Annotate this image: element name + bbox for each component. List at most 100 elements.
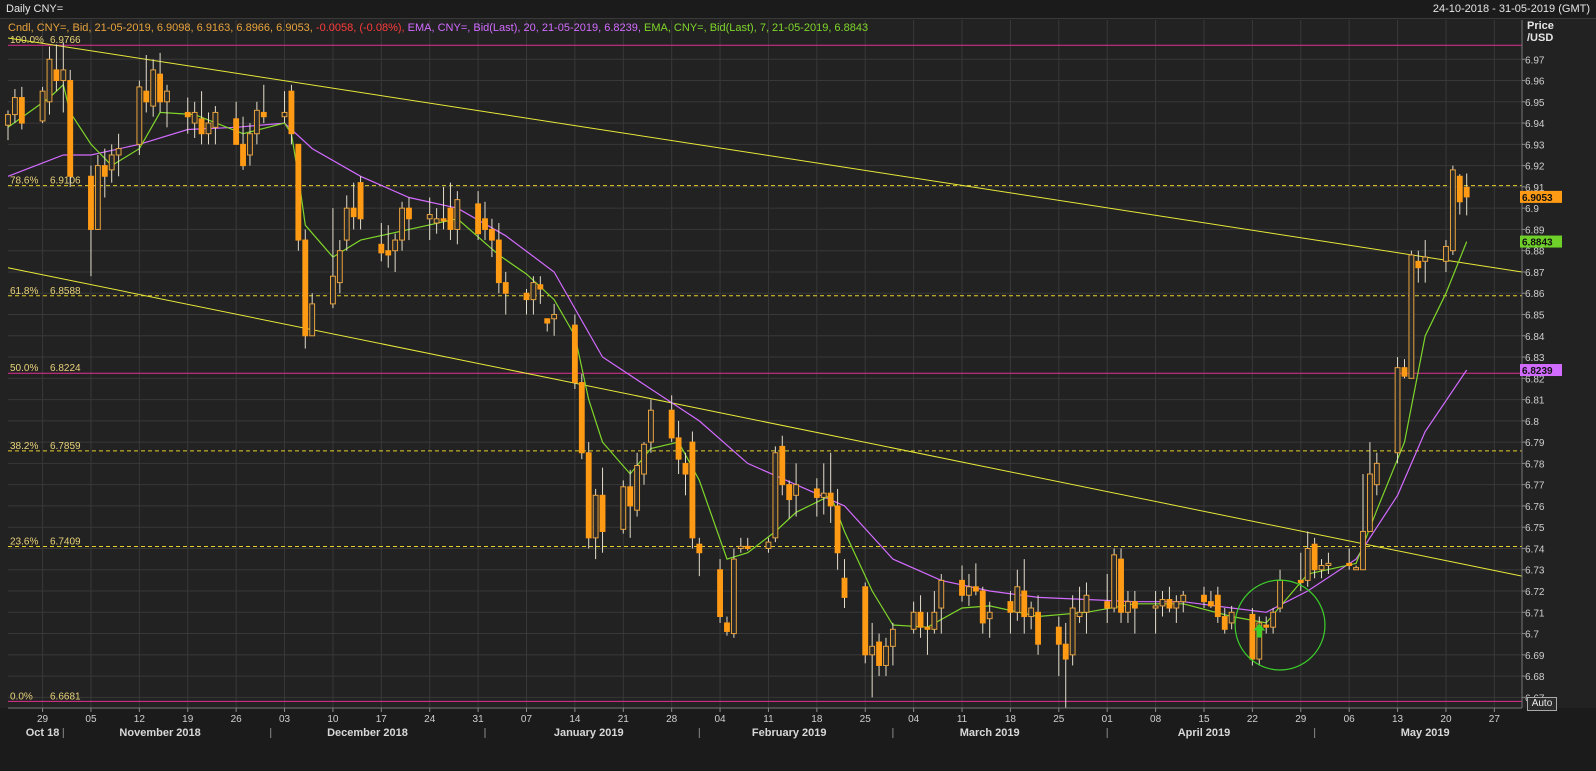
candle-body	[820, 492, 827, 498]
candle	[1076, 586, 1083, 623]
auto-scale-button[interactable]: Auto	[1527, 697, 1557, 711]
trendline-upper-channel	[7, 37, 1523, 273]
candle	[1449, 165, 1456, 255]
candle	[876, 633, 882, 677]
candle	[889, 622, 896, 666]
candle	[1152, 591, 1159, 634]
candle-body	[357, 182, 364, 220]
candle	[1263, 616, 1270, 634]
candle-body	[108, 154, 115, 171]
candle-body	[551, 314, 558, 320]
candle	[634, 452, 641, 517]
candle-body	[399, 207, 405, 241]
price-tick-label: 6.74	[1525, 544, 1545, 555]
candle-body	[440, 218, 447, 222]
candle	[108, 144, 115, 183]
price-tick-label: 6.76	[1525, 502, 1545, 513]
candle-body	[1249, 613, 1256, 660]
candle-body	[986, 611, 993, 620]
candle-body	[972, 586, 979, 592]
time-tick-label: 06	[1344, 714, 1356, 725]
candle-body	[544, 318, 551, 324]
candle	[537, 276, 544, 304]
candle	[986, 601, 993, 638]
candle-body	[813, 488, 820, 498]
candle-body	[281, 111, 288, 118]
candle	[1055, 616, 1062, 677]
candle-body	[938, 579, 945, 609]
candle	[883, 637, 889, 677]
candle	[917, 595, 924, 638]
candle-body	[827, 492, 834, 507]
candle	[5, 110, 11, 141]
candle-body	[46, 58, 53, 103]
time-tick-label: 12	[134, 714, 146, 725]
candle	[18, 86, 25, 130]
candle	[744, 537, 751, 551]
candle	[1125, 591, 1131, 623]
price-tick-label: 6.85	[1525, 311, 1545, 322]
candle	[67, 69, 74, 187]
up-arrow-icon	[1253, 623, 1266, 638]
candle-body	[433, 218, 440, 224]
candle-body	[530, 282, 537, 301]
candle	[1173, 595, 1180, 623]
candle	[330, 208, 336, 309]
candle	[1207, 591, 1214, 609]
candle	[433, 208, 440, 234]
candle	[482, 201, 488, 241]
candle-body	[330, 275, 336, 305]
candle	[1131, 591, 1138, 634]
month-label: May 2019	[1401, 727, 1450, 739]
price-tag-label: 6.8239	[1522, 366, 1553, 377]
candle	[779, 435, 786, 496]
price-tick-label: 6.83	[1525, 353, 1545, 364]
candle	[350, 182, 357, 230]
candle	[1111, 548, 1118, 613]
ema20-line	[7, 122, 1468, 613]
candle	[530, 276, 537, 315]
candle-body	[198, 118, 205, 135]
ema7-line	[7, 83, 1468, 628]
candle	[143, 55, 150, 113]
candle	[599, 467, 606, 553]
candle-body	[1422, 256, 1429, 262]
price-tick-label: 6.8	[1525, 417, 1539, 428]
candle-body	[495, 239, 502, 284]
candle	[820, 463, 827, 515]
candle	[440, 186, 447, 230]
price-tick-label: 6.77	[1525, 481, 1545, 492]
candle-body	[288, 90, 295, 135]
candle-body	[11, 97, 18, 116]
candle-body	[841, 577, 848, 598]
candle	[1325, 552, 1332, 574]
candle	[1104, 574, 1111, 623]
candle	[260, 84, 267, 124]
candle	[1118, 548, 1124, 623]
candle-body	[1014, 586, 1021, 613]
candle	[1180, 591, 1187, 613]
candle-body	[143, 90, 150, 103]
candle-body	[883, 645, 889, 666]
candle-body	[454, 199, 461, 230]
candle-body	[627, 486, 634, 507]
time-tick-label: 28	[666, 714, 678, 725]
time-tick-label: 18	[811, 714, 823, 725]
candle-body	[1152, 605, 1159, 609]
legend-ema7: EMA, CNY=, Bid(Last), 7, 21-05-2019, 6.8…	[643, 22, 869, 34]
candle-body	[295, 143, 302, 241]
candle-body	[889, 628, 896, 647]
candle	[959, 565, 965, 602]
candle	[737, 537, 744, 553]
candle-body	[1318, 564, 1325, 571]
candle-body	[523, 292, 530, 301]
fib-level-pct: 23.6%	[10, 537, 38, 548]
trendline-lower-channel	[7, 267, 1523, 577]
candle-body	[406, 207, 412, 220]
candle	[406, 197, 412, 241]
candle	[689, 431, 696, 549]
candle-body	[1360, 530, 1366, 571]
price-tick-label: 6.84	[1525, 332, 1545, 343]
candle-body	[392, 239, 399, 252]
